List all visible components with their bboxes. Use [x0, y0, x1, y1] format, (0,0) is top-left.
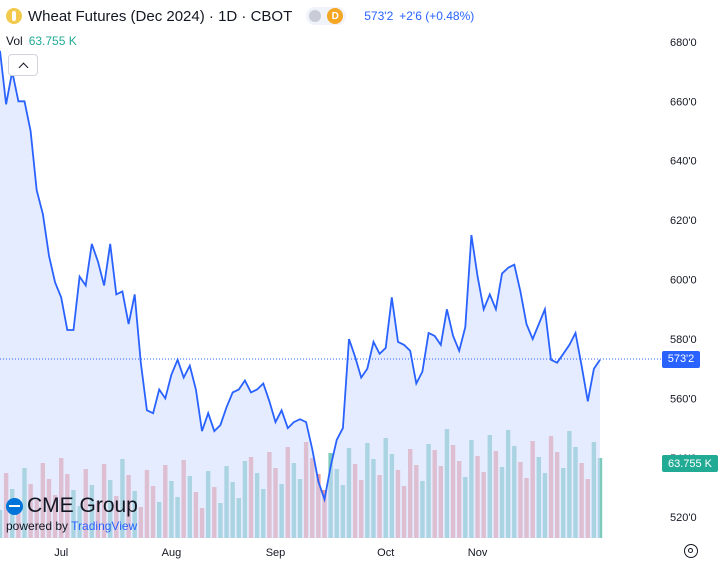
y-tick-label: 660'0: [670, 96, 697, 108]
market-status-pill[interactable]: D: [306, 7, 347, 25]
chart-header: Wheat Futures (Dec 2024) · 1D · CBOT D 5…: [6, 5, 474, 27]
x-tick-label: Nov: [468, 547, 488, 559]
volume-legend: Vol 63.755 K: [6, 34, 77, 48]
x-axis: Jul Aug Sep Oct Nov: [54, 547, 488, 559]
y-tick-label: 560'0: [670, 393, 697, 405]
y-tick-label: 520'0: [670, 512, 697, 524]
y-tick-label: 620'0: [670, 215, 697, 227]
y-tick-label: 600'0: [670, 275, 697, 287]
volume-label: Vol: [6, 34, 23, 48]
cme-logo[interactable]: CME Group powered by TradingView: [6, 494, 138, 533]
price-axis-tag: 573'2: [662, 350, 700, 368]
y-tick-label: 580'0: [670, 334, 697, 346]
y-tick-label: 640'0: [670, 156, 697, 168]
status-dot-icon: [309, 10, 322, 22]
delayed-badge: D: [327, 8, 344, 24]
volume-axis-tag: 63.755 K: [662, 455, 718, 472]
collapse-legend-button[interactable]: [8, 54, 38, 76]
y-axis: 680'0660'0640'0620'0600'0580'0560'0540'0…: [670, 37, 697, 524]
price-line: [0, 50, 601, 503]
y-tick-label: 680'0: [670, 37, 697, 49]
volume-value: 63.755 K: [28, 34, 77, 48]
powered-by-text: powered by: [6, 519, 69, 533]
chevron-up-icon: [18, 62, 28, 72]
x-tick-label: Jul: [54, 547, 68, 559]
settings-icon[interactable]: [684, 544, 698, 558]
chart-title: Wheat Futures (Dec 2024) · 1D · CBOT: [28, 7, 293, 25]
tradingview-text: TradingView: [71, 519, 138, 533]
x-tick-label: Sep: [266, 547, 286, 559]
x-tick-label: Oct: [377, 547, 394, 559]
wheat-icon: [6, 8, 22, 24]
price-change: +2'6 (+0.48%): [399, 9, 475, 23]
last-price: 573'2: [364, 9, 394, 23]
globe-icon: [6, 497, 23, 515]
x-tick-label: Aug: [162, 547, 182, 559]
price-area: [0, 50, 600, 539]
brand-name: CME Group: [27, 494, 138, 517]
